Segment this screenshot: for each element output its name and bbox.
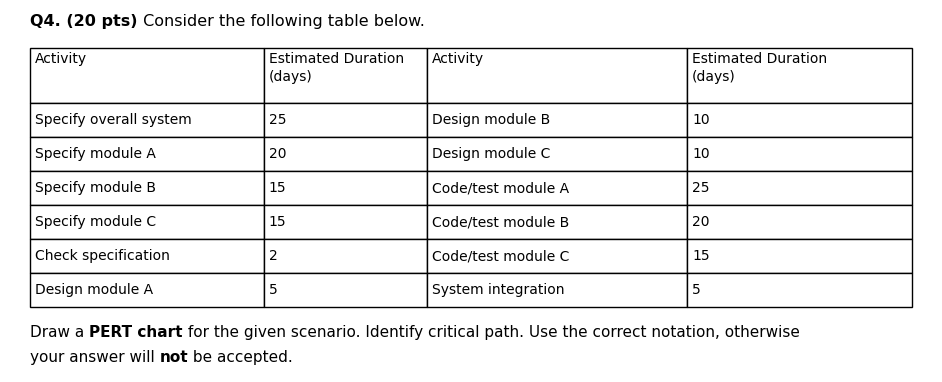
Text: 5: 5: [268, 283, 278, 297]
Bar: [427, 171, 687, 205]
Bar: [30, 239, 264, 273]
Bar: [427, 239, 687, 273]
Text: 15: 15: [268, 181, 286, 195]
Bar: [687, 137, 912, 171]
Text: PERT chart: PERT chart: [89, 325, 183, 340]
Text: 20: 20: [268, 147, 286, 161]
Bar: [427, 205, 687, 239]
Bar: [427, 48, 687, 103]
Text: Code/test module A: Code/test module A: [431, 181, 569, 195]
Bar: [30, 171, 264, 205]
Bar: [687, 171, 912, 205]
Text: Activity: Activity: [431, 52, 484, 66]
Bar: [30, 103, 264, 137]
Text: Specify module B: Specify module B: [35, 181, 156, 195]
Text: Design module C: Design module C: [431, 147, 550, 161]
Text: Design module A: Design module A: [35, 283, 154, 297]
Bar: [264, 103, 427, 137]
Text: 20: 20: [692, 215, 709, 229]
Bar: [687, 273, 912, 307]
Bar: [264, 205, 427, 239]
Bar: [427, 103, 687, 137]
Text: 10: 10: [692, 147, 709, 161]
Bar: [687, 239, 912, 273]
Text: Estimated Duration
(days): Estimated Duration (days): [268, 52, 404, 84]
Text: Specify overall system: Specify overall system: [35, 113, 192, 127]
Bar: [30, 205, 264, 239]
Bar: [30, 48, 264, 103]
Text: Code/test module C: Code/test module C: [431, 249, 569, 263]
Bar: [264, 273, 427, 307]
Bar: [427, 273, 687, 307]
Text: Specify module A: Specify module A: [35, 147, 155, 161]
Text: 2: 2: [268, 249, 278, 263]
Text: 5: 5: [692, 283, 701, 297]
Bar: [427, 137, 687, 171]
Bar: [264, 171, 427, 205]
Text: Check specification: Check specification: [35, 249, 170, 263]
Text: your answer will: your answer will: [30, 350, 159, 365]
Text: Code/test module B: Code/test module B: [431, 215, 569, 229]
Bar: [264, 48, 427, 103]
Text: Q4. (20 pts): Q4. (20 pts): [30, 14, 138, 29]
Text: Activity: Activity: [35, 52, 87, 66]
Text: 15: 15: [692, 249, 709, 263]
Text: Specify module C: Specify module C: [35, 215, 156, 229]
Text: not: not: [159, 350, 188, 365]
Bar: [30, 273, 264, 307]
Bar: [264, 239, 427, 273]
Text: for the given scenario. Identify critical path. Use the correct notation, otherw: for the given scenario. Identify critica…: [183, 325, 800, 340]
Bar: [687, 103, 912, 137]
Bar: [30, 137, 264, 171]
Bar: [687, 48, 912, 103]
Text: Consider the following table below.: Consider the following table below.: [138, 14, 426, 29]
Text: Draw a: Draw a: [30, 325, 89, 340]
Text: 25: 25: [692, 181, 709, 195]
Text: Estimated Duration
(days): Estimated Duration (days): [692, 52, 827, 84]
Bar: [264, 137, 427, 171]
Text: be accepted.: be accepted.: [188, 350, 293, 365]
Bar: [687, 205, 912, 239]
Text: System integration: System integration: [431, 283, 564, 297]
Text: 15: 15: [268, 215, 286, 229]
Text: Design module B: Design module B: [431, 113, 550, 127]
Text: 10: 10: [692, 113, 709, 127]
Text: 25: 25: [268, 113, 286, 127]
